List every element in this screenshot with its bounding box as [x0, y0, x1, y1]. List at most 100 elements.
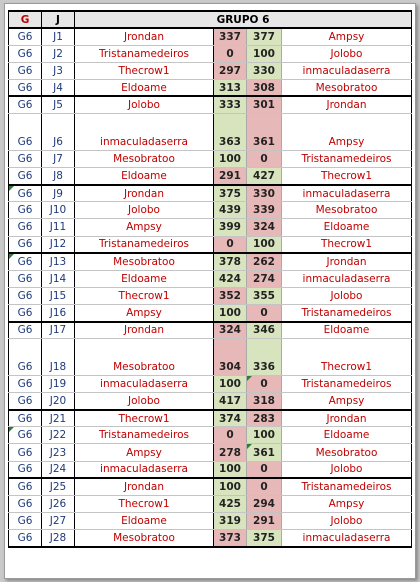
home-score-cell: 439	[213, 201, 247, 220]
away-score-cell: 427	[246, 167, 282, 186]
group-cell: G6	[8, 478, 42, 496]
home-team-cell: Ampsy	[74, 443, 214, 462]
home-score-cell: 291	[213, 167, 247, 186]
home-score-cell: 373	[213, 529, 247, 548]
away-team-cell: Ampsy	[280, 28, 413, 46]
group-cell: G6	[8, 218, 42, 237]
away-team-cell: Tristanamedeiros	[280, 375, 413, 394]
table-row: G6 J26 Thecrow1 425 294 Ampsy	[8, 495, 413, 513]
home-team-cell: Tristanamedeiros	[74, 45, 214, 63]
group-cell: G6	[8, 270, 42, 288]
away-score-cell: 0	[246, 478, 282, 496]
away-team-cell: Thecrow1	[280, 338, 413, 377]
round-cell: J5	[41, 96, 75, 115]
table-row: G6 J17 Jrondan 324 346 Eldoame	[8, 321, 413, 340]
table-row: G6 J16 Ampsy 100 0 Tristanamedeiros	[8, 304, 413, 323]
away-score-cell: 0	[246, 150, 282, 169]
away-team-cell: Mesobratoo	[280, 443, 413, 462]
away-score-cell: 294	[246, 495, 282, 513]
round-cell: J10	[41, 201, 75, 220]
away-team-cell: Mesobratoo	[280, 79, 413, 98]
group-cell: G6	[8, 287, 42, 305]
away-team-cell: Jolobo	[280, 512, 413, 530]
group-cell: G6	[8, 375, 42, 394]
home-score-cell: 425	[213, 495, 247, 513]
away-score-cell: 324	[246, 218, 282, 237]
round-cell: J13	[41, 253, 75, 271]
table-row: G6 J22 Tristanamedeiros 0 100 Eldoame	[8, 426, 413, 445]
home-team-cell: Jrondan	[74, 478, 214, 496]
group-cell: G6	[8, 79, 42, 98]
table-row: G6 J5 Jolobo 333 301 Jrondan	[8, 96, 413, 115]
away-team-cell: Jolobo	[280, 461, 413, 480]
away-score-cell: 100	[246, 45, 282, 63]
home-team-cell: Ampsy	[74, 218, 214, 237]
home-score-cell: 297	[213, 62, 247, 80]
round-cell: J18	[41, 338, 75, 377]
group-cell: G6	[8, 495, 42, 513]
away-team-cell: Jrondan	[280, 409, 413, 428]
away-team-cell: Ampsy	[280, 495, 413, 513]
home-team-cell: Mesobratoo	[74, 253, 214, 271]
away-team-cell: inmaculadaserra	[280, 529, 413, 548]
home-score-cell: 375	[213, 184, 247, 203]
header-title: GRUPO 6	[73, 9, 413, 30]
header-row: G J GRUPO 6	[8, 9, 413, 30]
away-team-cell: Eldoame	[280, 218, 413, 237]
table-row: G6 J14 Eldoame 424 274 inmaculadaserra	[8, 270, 413, 288]
away-score-cell: 330	[246, 184, 282, 203]
away-score-cell: 274	[246, 270, 282, 288]
home-score-cell: 0	[213, 236, 247, 255]
away-team-cell: Tristanamedeiros	[280, 304, 413, 323]
round-cell: J16	[41, 304, 75, 323]
home-score-cell: 0	[213, 45, 247, 63]
home-score-cell: 378	[213, 253, 247, 271]
away-team-cell: Eldoame	[280, 426, 413, 445]
home-team-cell: Thecrow1	[74, 287, 214, 305]
home-score-cell: 399	[213, 218, 247, 237]
group-cell: G6	[8, 529, 42, 548]
round-cell: J27	[41, 512, 75, 530]
group-cell: G6	[8, 113, 42, 152]
home-score-cell: 100	[213, 304, 247, 323]
group-cell: G6	[8, 409, 42, 428]
away-team-cell: Ampsy	[280, 113, 413, 152]
table-row: G6 J24 inmaculadaserra 100 0 Jolobo	[8, 461, 413, 480]
home-team-cell: Eldoame	[74, 512, 214, 530]
table-row: G6 J25 Jrondan 100 0 Tristanamedeiros	[8, 478, 413, 496]
home-score-cell: 363	[213, 113, 247, 152]
table-row: G6 J19 inmaculadaserra 100 0 Tristanamedeiros	[8, 375, 413, 394]
group-cell: G6	[8, 304, 42, 323]
table-body: G6 J1 Jrondan 337 377 Ampsy G6 J2 Tristanamedeir…	[8, 28, 413, 548]
group-cell: G6	[8, 201, 42, 220]
round-cell: J20	[41, 392, 75, 411]
away-team-cell: Thecrow1	[280, 236, 413, 255]
table-row: G6 J11 Ampsy 399 324 Eldoame	[8, 218, 413, 237]
round-cell: J21	[41, 409, 75, 428]
away-score-cell: 361	[246, 443, 282, 462]
home-score-cell: 100	[213, 478, 247, 496]
home-team-cell: Jrondan	[74, 321, 214, 340]
round-cell: J23	[41, 443, 75, 462]
home-team-cell: Eldoame	[74, 167, 214, 186]
header-group-col: G	[8, 9, 42, 30]
round-cell: J9	[41, 184, 75, 203]
round-cell: J14	[41, 270, 75, 288]
home-team-cell: Eldoame	[74, 79, 214, 98]
round-cell: J15	[41, 287, 75, 305]
table-row: G6 J7 Mesobratoo 100 0 Tristanamedeiros	[8, 150, 413, 169]
round-cell: J1	[41, 28, 75, 46]
home-team-cell: inmaculadaserra	[74, 461, 214, 480]
round-cell: J8	[41, 167, 75, 186]
away-team-cell: Tristanamedeiros	[280, 150, 413, 169]
spreadsheet-frame: G J GRUPO 6 G6 J1 Jrondan 337 377 Ampsy G6 J2 Tr…	[4, 3, 416, 579]
table-row: G6 J1 Jrondan 337 377 Ampsy	[8, 28, 413, 46]
away-score-cell: 0	[246, 304, 282, 323]
table-row: G6 J28 Mesobratoo 373 375 inmaculadaserra	[8, 529, 413, 548]
home-team-cell: Tristanamedeiros	[74, 236, 214, 255]
round-cell: J4	[41, 79, 75, 98]
round-cell: J19	[41, 375, 75, 394]
table-row: G6 J6 inmaculadaserra 363 361 Ampsy	[8, 113, 413, 152]
home-score-cell: 352	[213, 287, 247, 305]
table-row: G6 J21 Thecrow1 374 283 Jrondan	[8, 409, 413, 428]
